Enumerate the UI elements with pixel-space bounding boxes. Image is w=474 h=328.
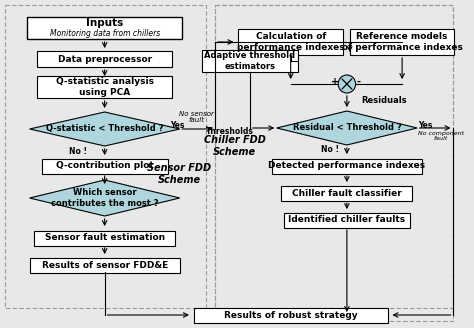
Text: Residual < Threshold ?: Residual < Threshold ? — [292, 124, 401, 133]
FancyBboxPatch shape — [282, 186, 412, 200]
Bar — [215, 5, 454, 308]
Polygon shape — [29, 180, 180, 216]
Bar — [5, 5, 206, 308]
FancyBboxPatch shape — [42, 158, 168, 174]
Polygon shape — [277, 111, 417, 145]
Text: Chiller fault classifier: Chiller fault classifier — [292, 189, 402, 197]
FancyBboxPatch shape — [27, 17, 182, 39]
Text: Q-statistic analysis
using PCA: Q-statistic analysis using PCA — [55, 77, 154, 97]
Text: Sensor fault estimation: Sensor fault estimation — [45, 234, 164, 242]
Text: Adaptive threshold
estimators: Adaptive threshold estimators — [204, 51, 296, 71]
Text: Inputs: Inputs — [86, 18, 123, 28]
FancyBboxPatch shape — [272, 158, 422, 174]
Text: Thresholds: Thresholds — [206, 128, 254, 136]
Text: Q-contribution plot: Q-contribution plot — [56, 161, 154, 171]
Text: Chiller FDD
Scheme: Chiller FDD Scheme — [203, 135, 265, 157]
Bar — [215, 5, 454, 321]
FancyBboxPatch shape — [350, 29, 455, 55]
Text: No component
fault: No component fault — [418, 131, 464, 141]
Text: Calculation of
performance indexes: Calculation of performance indexes — [237, 32, 345, 52]
Text: Monitoring data from chillers: Monitoring data from chillers — [49, 29, 160, 37]
Text: Reference models
of performance indexes: Reference models of performance indexes — [342, 32, 463, 52]
Text: Residuals: Residuals — [361, 96, 407, 105]
Text: -: - — [356, 77, 361, 87]
Text: Detected performance indexes: Detected performance indexes — [268, 161, 426, 171]
FancyBboxPatch shape — [37, 51, 173, 67]
Text: Which sensor
contributes the most ?: Which sensor contributes the most ? — [51, 188, 158, 208]
Text: No sensor
fault: No sensor fault — [179, 111, 214, 124]
Text: Results of sensor FDD&E: Results of sensor FDD&E — [42, 260, 168, 270]
FancyBboxPatch shape — [194, 308, 388, 322]
Polygon shape — [29, 112, 180, 146]
FancyBboxPatch shape — [238, 29, 343, 55]
Text: No !: No ! — [69, 147, 87, 155]
FancyBboxPatch shape — [35, 231, 175, 245]
Text: Yes: Yes — [419, 120, 433, 130]
FancyBboxPatch shape — [284, 213, 410, 228]
Text: Q-statistic < Threshold ?: Q-statistic < Threshold ? — [46, 125, 164, 133]
Text: No !: No ! — [321, 146, 339, 154]
FancyBboxPatch shape — [37, 76, 173, 98]
Text: Yes: Yes — [171, 121, 185, 131]
FancyBboxPatch shape — [201, 50, 299, 72]
Circle shape — [338, 75, 356, 93]
Text: Data preprocessor: Data preprocessor — [57, 54, 152, 64]
FancyBboxPatch shape — [29, 257, 180, 273]
Text: +: + — [331, 77, 339, 87]
Text: Identified chiller faults: Identified chiller faults — [288, 215, 405, 224]
Text: Sensor FDD
Scheme: Sensor FDD Scheme — [147, 163, 211, 185]
Text: Results of robust strategy: Results of robust strategy — [224, 311, 357, 319]
